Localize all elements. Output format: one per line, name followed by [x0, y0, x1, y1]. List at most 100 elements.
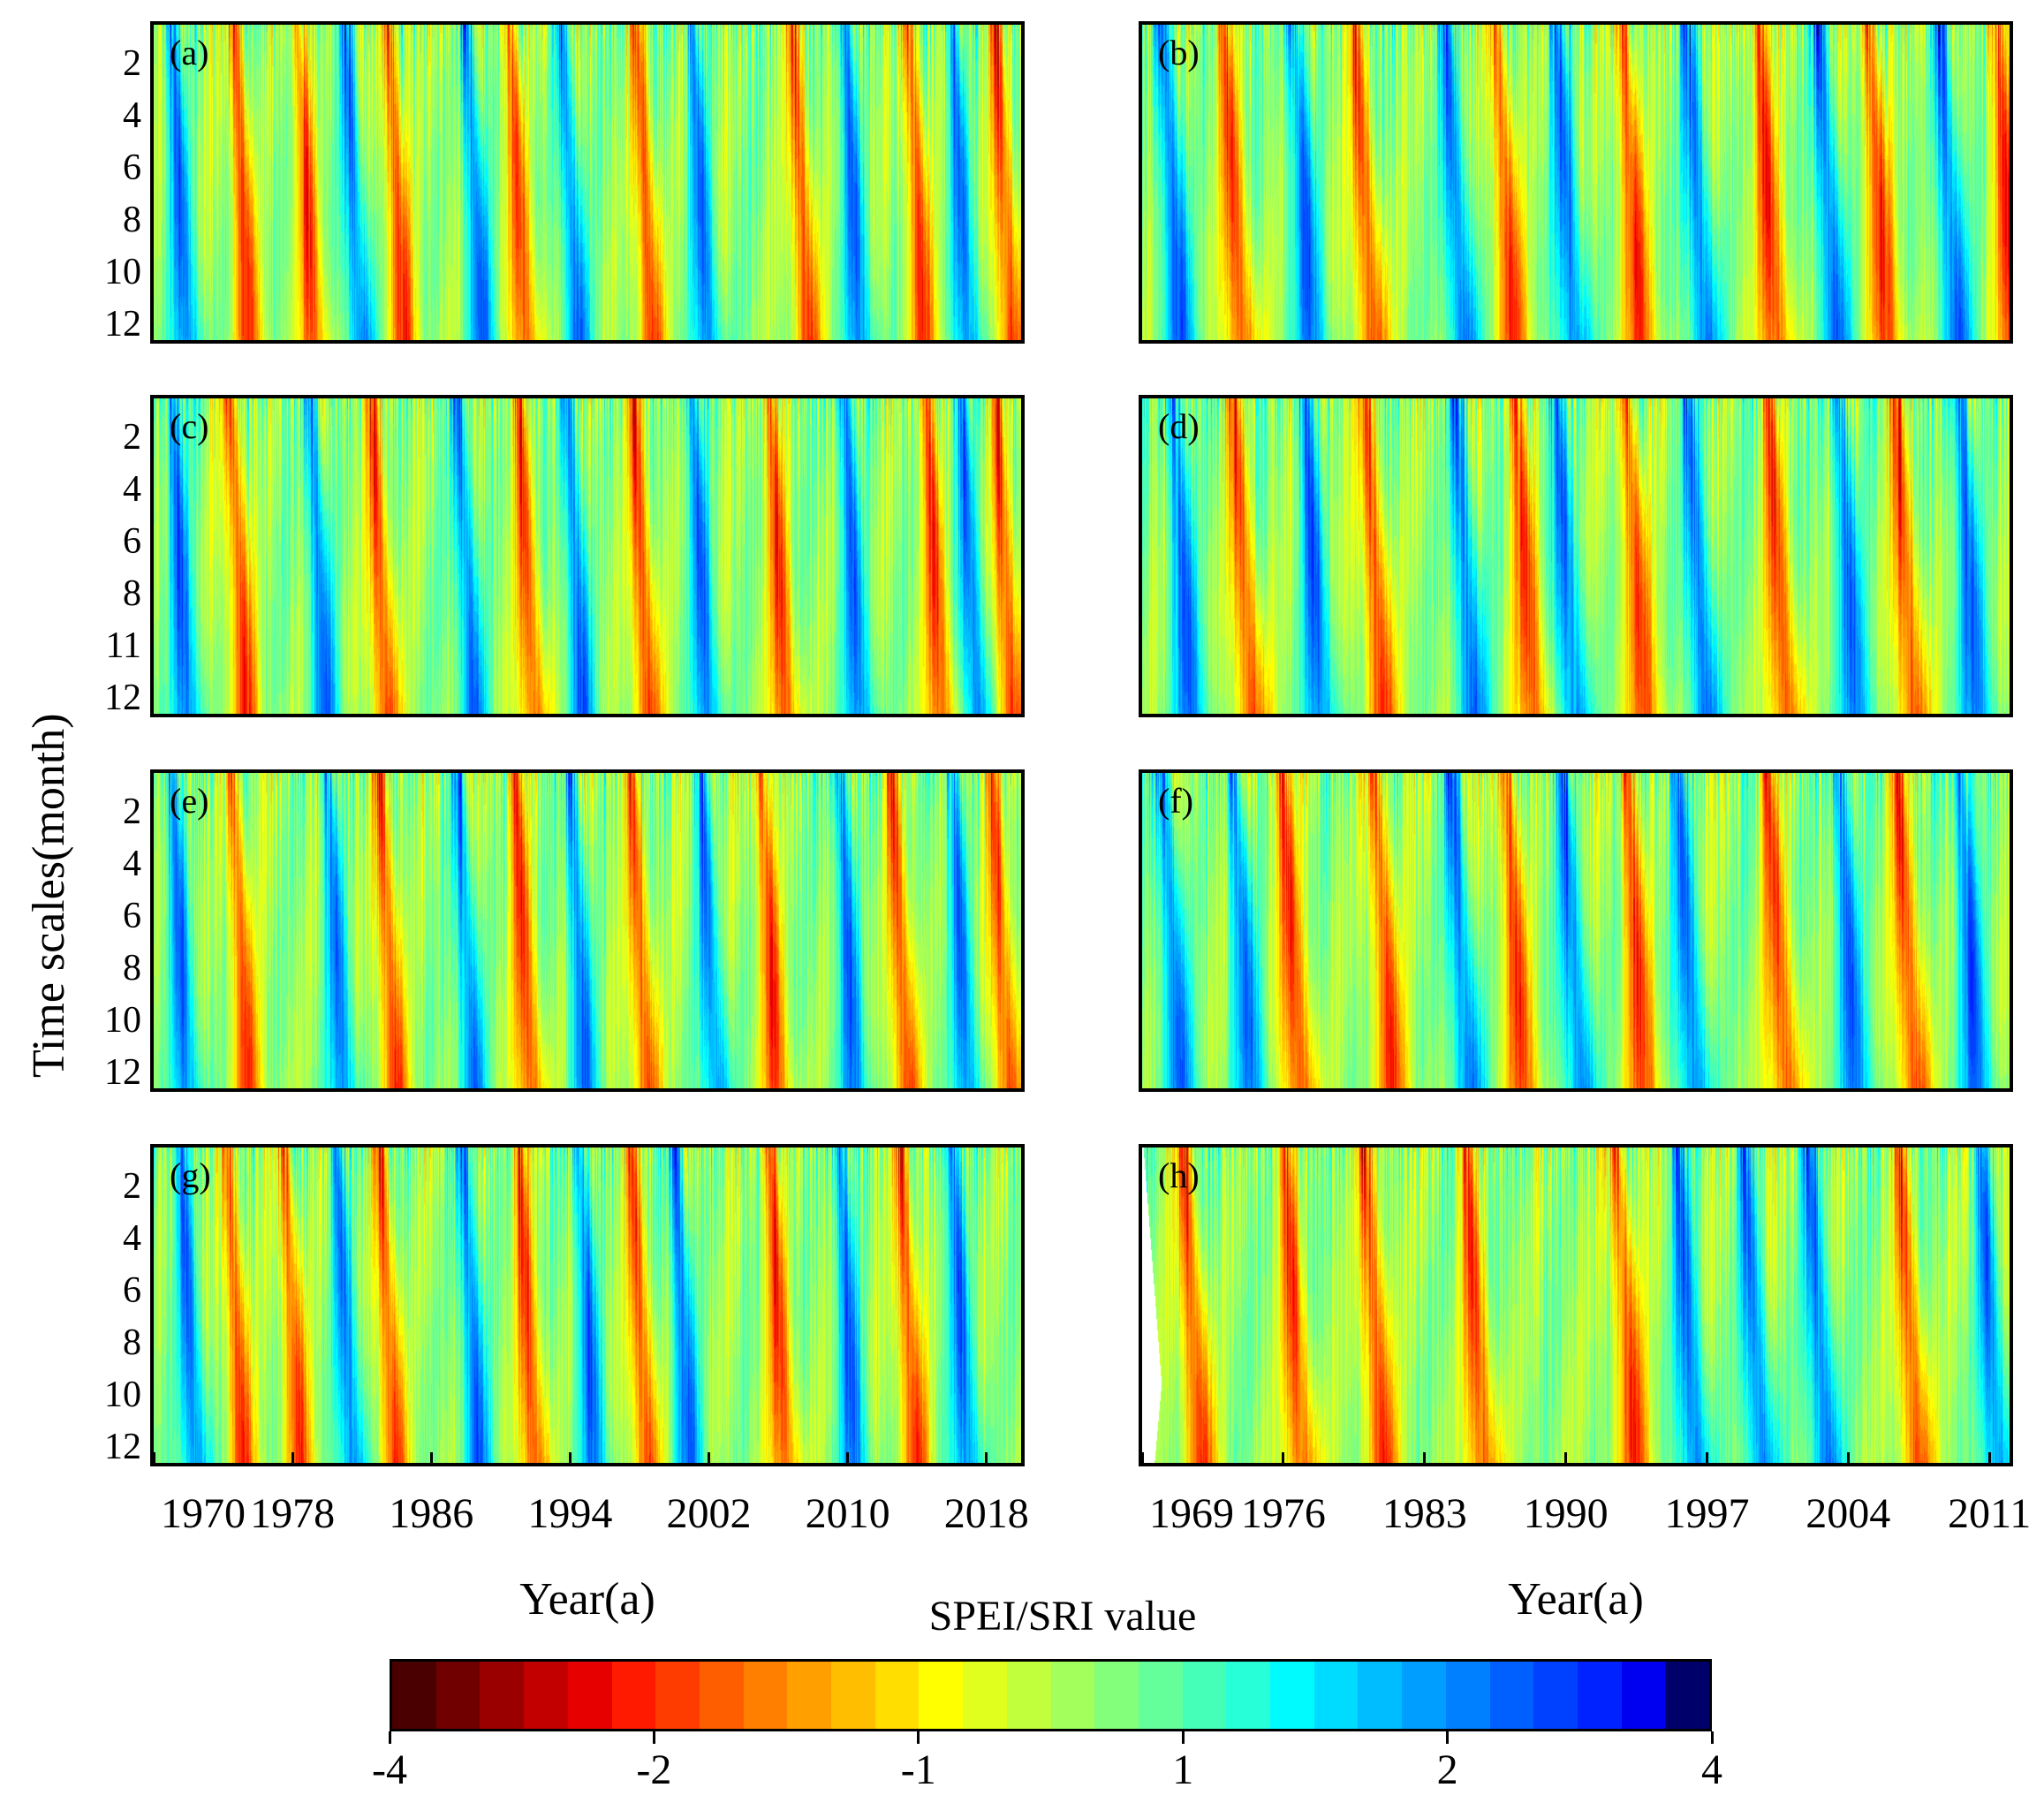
heatmap-panel-a: (a) [150, 21, 1025, 344]
colorbar-tick-mark [1181, 1731, 1185, 1744]
heatmap-panel-c: (c) [150, 395, 1025, 717]
colorbar-bin-15 [1050, 1662, 1095, 1729]
y-tick-label: 2 [123, 43, 141, 84]
x-tick-mark [846, 1452, 850, 1463]
y-tick-label: 10 [104, 1375, 141, 1415]
colorbar-bin-25 [1489, 1662, 1534, 1729]
y-tick-label: 8 [123, 1322, 141, 1363]
x-tick-mark [1282, 1452, 1285, 1463]
heatmap-cells [154, 1148, 1021, 1463]
colorbar-bin-13 [963, 1662, 1007, 1729]
colorbar-bin-20 [1270, 1662, 1314, 1729]
colorbar-bin-18 [1182, 1662, 1227, 1729]
y-tick-label: 11 [105, 625, 141, 666]
y-tick-label: 8 [123, 200, 141, 240]
y-tick-label: 2 [123, 417, 141, 458]
x-axis-label: Year(a) [519, 1574, 655, 1625]
colorbar-tick-label: -2 [636, 1746, 672, 1793]
colorbar-bin-14 [1006, 1662, 1051, 1729]
heatmap-cells [1142, 398, 2010, 714]
colorbar-title: SPEI/SRI value [928, 1593, 1197, 1640]
colorbar-tick-mark [917, 1731, 920, 1744]
panel-label: (f) [1158, 781, 1193, 821]
colorbar-bin-10 [831, 1662, 875, 1729]
y-tick-label: 12 [104, 678, 141, 718]
x-tick-label: 2011 [1948, 1490, 2032, 1537]
colorbar-tick-mark [1446, 1731, 1450, 1744]
colorbar-tick-label: 4 [1701, 1746, 1722, 1793]
colorbar-tick-mark [652, 1731, 655, 1744]
panel-label: (d) [1158, 406, 1200, 446]
x-axis-label: Year(a) [1508, 1574, 1644, 1625]
colorbar-bin-22 [1358, 1662, 1403, 1729]
y-tick-label: 4 [123, 844, 141, 884]
colorbar-bin-4 [567, 1662, 612, 1729]
colorbar-tick-label: 2 [1436, 1746, 1458, 1793]
x-tick-mark [707, 1452, 710, 1463]
colorbar-bin-24 [1445, 1662, 1490, 1729]
panel-label: (c) [170, 406, 209, 446]
x-tick-label: 2004 [1806, 1490, 1891, 1537]
colorbar-bin-6 [655, 1662, 700, 1729]
x-tick-mark [1987, 1452, 1991, 1463]
heatmap-panel-f: (f) [1139, 769, 2013, 1092]
y-tick-label: 6 [123, 521, 141, 562]
x-tick-mark [985, 1452, 988, 1463]
colorbar-bin-7 [699, 1662, 744, 1729]
x-tick-mark [1846, 1452, 1850, 1463]
x-tick-label: 1978 [250, 1490, 336, 1537]
colorbar-bin-28 [1621, 1662, 1666, 1729]
x-tick-label: 2010 [805, 1490, 890, 1537]
x-tick-mark [1705, 1452, 1708, 1463]
y-tick-label: 8 [123, 948, 141, 989]
x-tick-mark [291, 1452, 294, 1463]
colorbar-bin-1 [435, 1662, 481, 1729]
colorbar-bin-5 [611, 1662, 656, 1729]
y-tick-label: 6 [123, 896, 141, 936]
x-tick-label: 1994 [527, 1490, 613, 1537]
heatmap-cells [1142, 1148, 2010, 1463]
colorbar-bin-12 [919, 1662, 964, 1729]
panel-label: (e) [170, 781, 209, 821]
colorbar-bin-9 [787, 1662, 832, 1729]
panel-label: (g) [170, 1155, 211, 1195]
x-tick-mark [1564, 1452, 1568, 1463]
heatmap-panel-e: (e) [150, 769, 1025, 1092]
x-tick-label: 1976 [1240, 1490, 1326, 1537]
y-tick-label: 10 [104, 252, 141, 292]
colorbar-tick-label: -4 [372, 1746, 407, 1793]
colorbar-tick-label: 1 [1172, 1746, 1194, 1793]
heatmap-cells [154, 773, 1021, 1088]
x-tick-mark [152, 1452, 155, 1463]
y-tick-label: 8 [123, 573, 141, 614]
y-axis-label: Time scales(month) [24, 713, 74, 1078]
x-tick-label: 2018 [943, 1490, 1029, 1537]
y-tick-label: 12 [104, 1427, 141, 1467]
colorbar [390, 1659, 1712, 1731]
x-tick-label: 1990 [1523, 1490, 1609, 1537]
y-tick-label: 6 [123, 1270, 141, 1311]
y-tick-label: 4 [123, 95, 141, 136]
x-tick-label: 1986 [389, 1490, 474, 1537]
colorbar-bin-11 [874, 1662, 920, 1729]
heatmap-panel-d: (d) [1139, 395, 2013, 717]
x-tick-mark [568, 1452, 572, 1463]
y-tick-label: 4 [123, 1218, 141, 1259]
colorbar-bin-19 [1226, 1662, 1271, 1729]
x-tick-label: 2002 [666, 1490, 752, 1537]
heatmap-cells [154, 398, 1021, 714]
colorbar-tick-mark [1710, 1731, 1714, 1744]
heatmap-panel-b: (b) [1139, 21, 2013, 344]
colorbar-bin-26 [1533, 1662, 1578, 1729]
heatmap-panel-h: (h) [1139, 1144, 2013, 1466]
heatmap-cells [1142, 773, 2010, 1088]
colorbar-bin-0 [392, 1662, 436, 1729]
x-tick-label: 1970 [161, 1490, 246, 1537]
x-tick-mark [1140, 1452, 1144, 1463]
panel-label: (a) [170, 33, 209, 72]
colorbar-bin-8 [743, 1662, 788, 1729]
colorbar-bin-21 [1313, 1662, 1359, 1729]
x-tick-mark [429, 1452, 433, 1463]
panel-label: (b) [1158, 33, 1200, 72]
